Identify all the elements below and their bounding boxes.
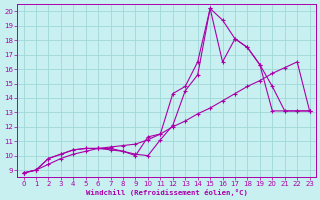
X-axis label: Windchill (Refroidissement éolien,°C): Windchill (Refroidissement éolien,°C) (86, 189, 248, 196)
